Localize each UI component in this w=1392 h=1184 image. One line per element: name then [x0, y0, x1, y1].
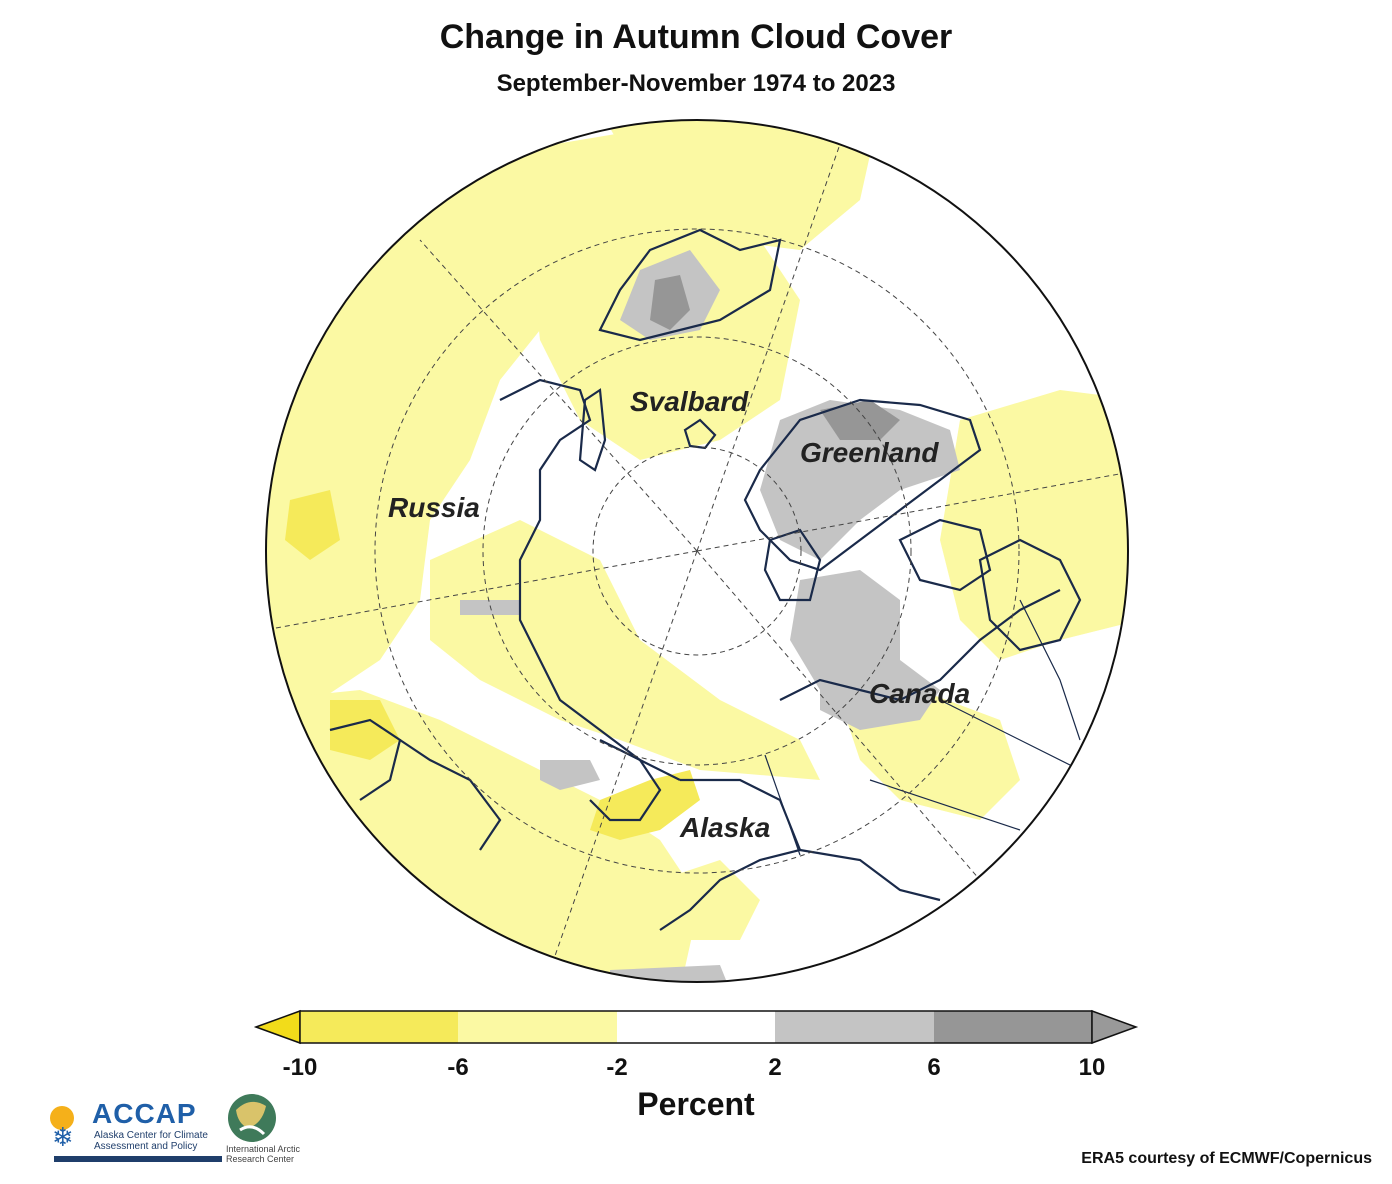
accap-logo: ACCAP Alaska Center for Climate Assessme… [40, 1098, 222, 1164]
shade-west-russia-strong [285, 490, 340, 560]
shade-pacific-gray [610, 965, 730, 982]
meridian-1 [419, 239, 698, 552]
map-boundary [265, 119, 1129, 983]
iarc-logo: International Arctic Research Center [222, 1094, 302, 1166]
political-borders [764, 599, 1081, 856]
shade-canada-east [940, 390, 1128, 660]
map-title: Change in Autumn Cloud Cover [439, 18, 953, 56]
data-credit: ERA5 courtesy of ECMWF/Copernicus [1081, 1150, 1372, 1167]
accap-logo-tagline: Alaska Center for Climate Assessment and… [94, 1130, 208, 1152]
coast-novaya-zemlya [578, 388, 607, 472]
coast-chukotka [589, 739, 662, 822]
border-alaska-canada [764, 754, 801, 856]
coast-scandinavia [598, 228, 782, 342]
coast-ellesmere [763, 528, 822, 602]
globe-land-icon [236, 1101, 266, 1128]
map-subtitle: September-November 1974 to 2023 [496, 70, 896, 97]
coast-canada-arctic [779, 589, 1061, 702]
shade-greenland-gray [760, 400, 960, 560]
meridian-3 [696, 471, 1128, 552]
colorbar-over-arrow [1091, 1009, 1139, 1045]
colorbar-bin-4 [775, 1011, 934, 1043]
shade-europe-top [600, 120, 880, 250]
meridian-4 [266, 550, 698, 631]
border-canada-prov-2 [939, 699, 1081, 771]
coast-hudson-bay [978, 538, 1082, 652]
colorbar-tick-6: 10 [1078, 1054, 1106, 1081]
colorbar-bin-5 [934, 1011, 1092, 1043]
meridian-6 [696, 550, 981, 881]
shade-siberia-gray [460, 600, 520, 615]
iarc-logo-tagline: International Arctic Research Center [226, 1144, 301, 1164]
colorbar-tick-3: -2 [606, 1054, 628, 1081]
coast-greenland [743, 398, 982, 572]
border-canada-prov-1 [869, 779, 1021, 831]
shade-greenland-dark [820, 400, 900, 440]
colorbar-tick-1: -10 [282, 1054, 318, 1081]
latitude-circle-60 [374, 228, 1020, 874]
shade-norway-dark [650, 275, 690, 330]
label-svalbard: Svalbard [630, 386, 749, 417]
latitude-circle-70 [482, 336, 912, 766]
colorbar-tick-4: 2 [768, 1054, 782, 1081]
meridian-5 [549, 550, 698, 971]
coast-russia-north [499, 378, 681, 781]
colorbar-bin-1 [300, 1011, 458, 1043]
latitude-circle-80 [592, 446, 802, 656]
bird-icon [239, 1125, 266, 1136]
map-fields [266, 120, 1128, 982]
coast-alaska [659, 778, 802, 931]
colorbar-tick-2: -6 [447, 1054, 469, 1081]
coast-alaska-gulf [799, 848, 941, 902]
shade-alaska-south [660, 860, 760, 940]
coast-svalbard [683, 418, 717, 450]
coast-baffin [898, 518, 992, 592]
iarc-logo-graphic [228, 1094, 276, 1142]
snowflake-icon: ❄ [52, 1123, 74, 1153]
colorbar-tick-5: 6 [927, 1054, 941, 1081]
colorbar-bin-2 [458, 1011, 617, 1043]
shade-siberia-central [430, 520, 820, 780]
label-greenland: Greenland [800, 437, 939, 468]
accap-logo-graphic: ❄ [50, 1106, 74, 1153]
sun-icon [50, 1106, 74, 1130]
shade-chukotka-strong [590, 770, 700, 840]
border-canada-prov-3 [1019, 599, 1081, 741]
accap-logo-name: ACCAP [92, 1098, 197, 1129]
colorbar [253, 1009, 1139, 1045]
colorbar-under-arrow [253, 1009, 301, 1045]
graticule [266, 129, 1128, 971]
shade-bering-gray [540, 760, 600, 790]
label-russia: Russia [388, 492, 480, 523]
label-alaska: Alaska [679, 812, 770, 843]
meridian-2 [696, 129, 846, 552]
label-canada: Canada [869, 678, 970, 709]
accap-logo-bar [54, 1156, 222, 1162]
colorbar-bin-3 [617, 1011, 775, 1043]
shade-far-east-strong [330, 700, 400, 760]
colorbar-units: Percent [637, 1086, 755, 1122]
